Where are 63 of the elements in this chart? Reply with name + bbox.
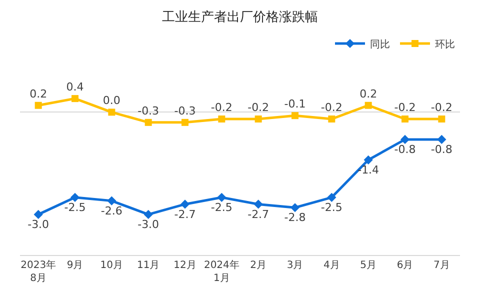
point: [327, 192, 336, 202]
x-tick-label: 6月: [396, 260, 414, 271]
point: [182, 118, 188, 126]
data-label: -0.2: [248, 100, 270, 114]
data-label: -0.3: [174, 104, 196, 118]
x-tick-label: 2023年 8月: [20, 259, 56, 284]
data-label: -2.8: [284, 211, 306, 224]
data-label: -2.6: [100, 204, 122, 218]
data-label: 0.2: [30, 87, 48, 100]
point: [144, 210, 153, 219]
x-tick-label: 4月: [323, 260, 340, 271]
legend-label: 同比: [370, 38, 390, 50]
data-label: -2.7: [248, 208, 270, 221]
x-tick-label: 12月: [174, 260, 196, 271]
point: [328, 116, 336, 123]
data-label: -0.8: [430, 143, 452, 156]
data-label: -0.1: [284, 97, 306, 110]
point: [402, 116, 408, 123]
point: [144, 118, 152, 126]
point: [108, 108, 116, 116]
point: [34, 210, 43, 219]
x-tick-label: 11月: [136, 260, 160, 271]
data-label: -2.5: [320, 201, 342, 214]
point: [72, 95, 78, 102]
point: [400, 134, 410, 144]
point: [290, 203, 300, 212]
point: [107, 196, 116, 206]
data-label: -0.2: [430, 100, 452, 114]
chart-title: 工业生产者出厂价格涨跌幅: [162, 10, 318, 26]
data-label: -0.2: [210, 100, 232, 114]
data-label: -0.2: [320, 100, 342, 114]
data-label: -2.5: [64, 201, 86, 214]
data-label: -3.0: [138, 218, 160, 232]
data-label: 0.4: [66, 80, 84, 94]
data-label: 0.0: [102, 94, 120, 108]
point: [34, 102, 42, 109]
x-tick-label: 9月: [66, 260, 84, 271]
x-tick-label: 7月: [433, 260, 450, 271]
data-label: -3.0: [28, 218, 50, 232]
x-tick-label: 3月: [286, 260, 304, 271]
point: [292, 112, 298, 120]
point: [217, 192, 226, 202]
data-label: -0.2: [394, 100, 416, 114]
point: [437, 134, 446, 144]
point: [254, 116, 262, 123]
point: [254, 200, 263, 209]
point: [70, 192, 80, 202]
data-label: 0.2: [360, 87, 378, 100]
point: [438, 116, 446, 123]
point: [364, 102, 372, 109]
point: [364, 155, 373, 164]
point: [218, 116, 226, 123]
data-label: -2.5: [210, 201, 232, 214]
legend-label: 环比: [435, 38, 455, 50]
x-tick-label: 5月: [360, 260, 377, 271]
data-label: -0.8: [394, 143, 416, 156]
x-tick-label: 2月: [250, 260, 267, 271]
x-tick-label: 2024年 1月: [204, 259, 240, 284]
point: [180, 200, 190, 209]
data-label: -2.7: [174, 208, 196, 221]
data-label: -1.4: [358, 164, 380, 177]
x-tick-label: 10月: [100, 260, 124, 271]
data-label: -0.3: [138, 104, 160, 118]
